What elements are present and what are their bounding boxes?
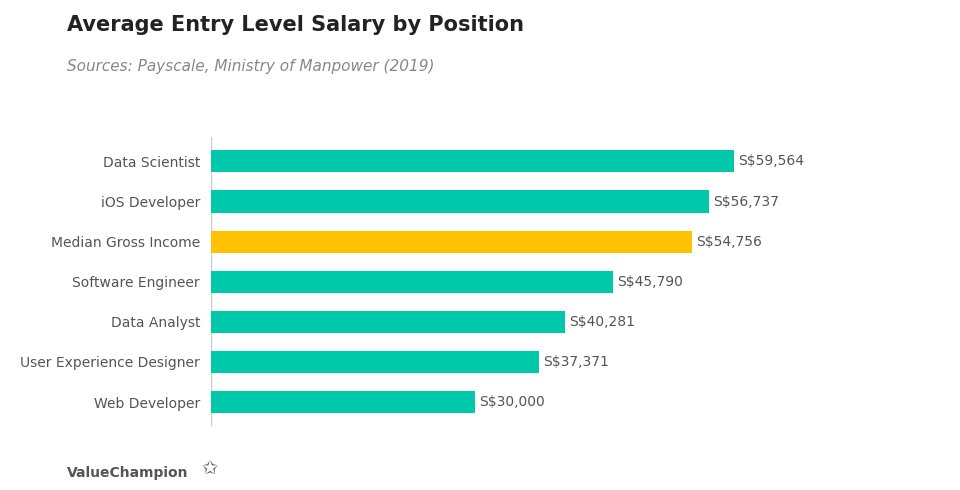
Text: ✩: ✩	[202, 459, 218, 478]
Text: S$30,000: S$30,000	[479, 395, 544, 409]
Bar	[211, 391, 474, 413]
Text: S$56,737: S$56,737	[713, 195, 780, 209]
Bar	[211, 150, 734, 172]
Text: Sources: Payscale, Ministry of Manpower (2019): Sources: Payscale, Ministry of Manpower …	[67, 59, 435, 74]
Bar	[211, 351, 540, 373]
Text: Average Entry Level Salary by Position: Average Entry Level Salary by Position	[67, 15, 524, 35]
Bar	[211, 191, 709, 213]
Text: S$40,281: S$40,281	[569, 315, 636, 329]
Bar	[211, 270, 613, 293]
Text: ValueChampion: ValueChampion	[67, 466, 189, 480]
Bar	[211, 231, 692, 253]
Text: S$54,756: S$54,756	[696, 235, 762, 248]
Text: S$37,371: S$37,371	[543, 355, 610, 369]
Text: S$59,564: S$59,564	[738, 154, 804, 169]
Text: S$45,790: S$45,790	[617, 275, 684, 289]
Bar	[211, 311, 564, 333]
